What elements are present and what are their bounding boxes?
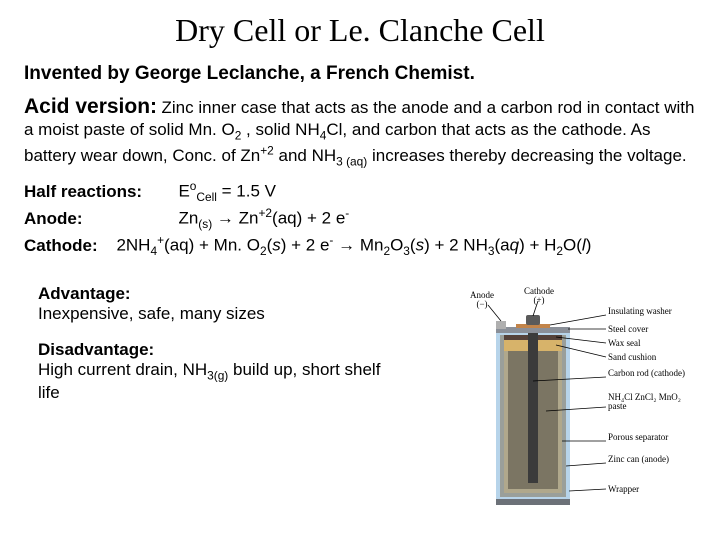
zinc-can-label: Zinc can (anode) xyxy=(608,455,688,464)
half-reactions-label: Half reactions: xyxy=(24,182,174,202)
steel-cover-label: Steel cover xyxy=(608,325,648,334)
cathode-cap-rect xyxy=(526,315,540,325)
advantage-text: Inexpensive, safe, many sizes xyxy=(38,304,398,324)
inventor-subtitle: Invented by George Leclanche, a French C… xyxy=(24,63,696,85)
anode-cap-rect xyxy=(496,321,506,329)
advantage-block: Advantage: Inexpensive, safe, many sizes… xyxy=(38,284,398,402)
cathode-equation: 2NH4+(aq) + Mn. O2(s) + 2 e- → Mn2O3(s) … xyxy=(116,233,591,258)
paste-label: NH₄Cl ZnCl₂ MnO₂ paste xyxy=(608,393,688,412)
disadvantage-text: High current drain, NH3(g) build up, sho… xyxy=(38,360,398,403)
cathode-label: Cathode: xyxy=(24,236,112,256)
acid-version-paragraph: Acid version: Zinc inner case that acts … xyxy=(24,95,696,169)
anode-equation: Zn(s) → Zn+2(aq) + 2 e- xyxy=(178,206,349,231)
carbon-rod-rect xyxy=(528,325,538,483)
acid-version-label: Acid version: xyxy=(24,95,157,118)
page-title: Dry Cell or Le. Clanche Cell xyxy=(24,12,696,49)
carbon-rod-label: Carbon rod (cathode) xyxy=(608,369,688,378)
half-reactions-row: Half reactions: EoCell = 1.5 V xyxy=(24,179,696,204)
battery-diagram: Anode(−) Cathode(+) Insulating washer St… xyxy=(438,291,698,516)
anode-label: Anode: xyxy=(24,209,174,229)
wax-seal-label: Wax seal xyxy=(608,339,641,348)
disadvantage-title: Disadvantage: xyxy=(38,340,398,360)
washer-label: Insulating washer xyxy=(608,307,688,316)
bottom-cap-rect xyxy=(496,499,570,505)
wrapper-label: Wrapper xyxy=(608,485,639,494)
anode-top-label: Anode(−) xyxy=(470,291,494,310)
anode-row: Anode: Zn(s) → Zn+2(aq) + 2 e- xyxy=(24,206,696,231)
sand-label: Sand cushion xyxy=(608,353,656,362)
cathode-row: Cathode: 2NH4+(aq) + Mn. O2(s) + 2 e- → … xyxy=(24,233,696,258)
ecell-value: EoCell = 1.5 V xyxy=(178,179,276,204)
porous-label: Porous separator xyxy=(608,433,688,442)
advantage-title: Advantage: xyxy=(38,284,398,304)
cathode-top-label: Cathode(+) xyxy=(524,287,554,306)
